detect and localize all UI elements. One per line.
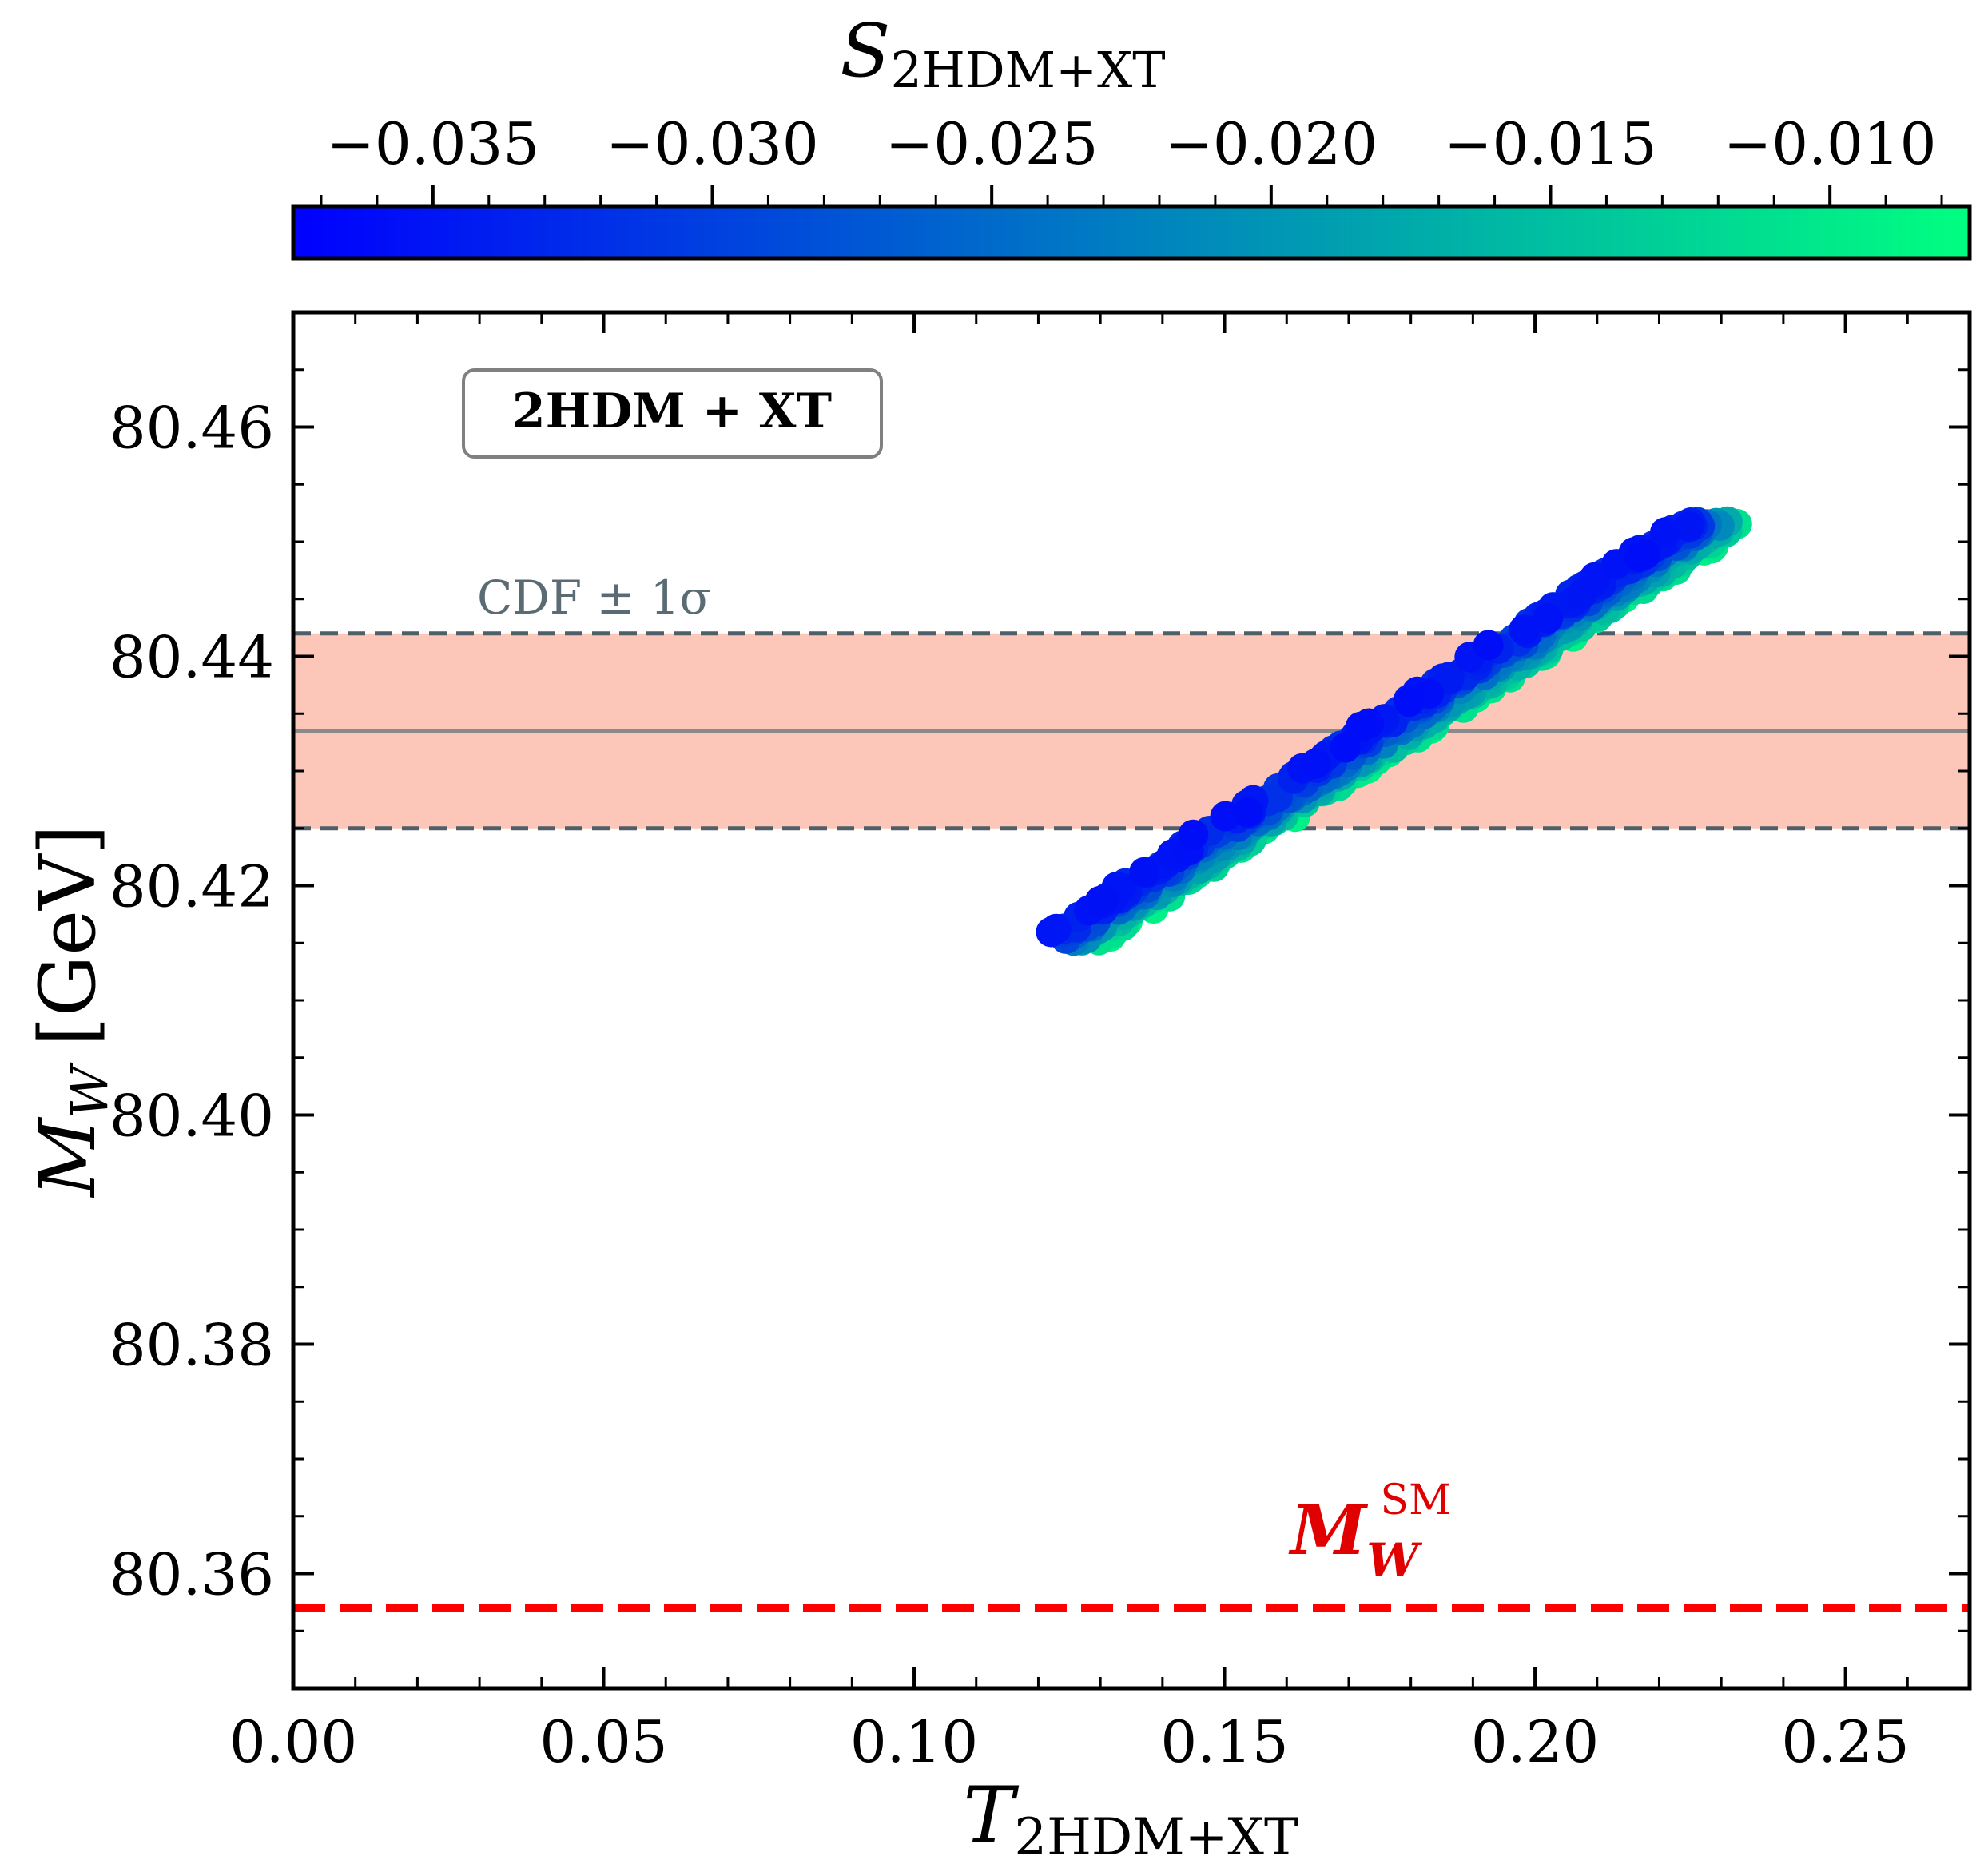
y-tick-label: 80.44 — [109, 624, 274, 691]
y-axis-label: MW[GeV] — [23, 825, 120, 1198]
model-annotation-text: 2HDM + XT — [512, 384, 832, 439]
scatter-point — [1232, 797, 1263, 828]
x-tick-label: 0.20 — [1471, 1708, 1599, 1775]
colorbar: −0.035 −0.030 −0.025 −0.020 −0.015 −0.010 S2H… — [291, 8, 1972, 261]
colorbar-ticks: −0.035 −0.030 −0.025 −0.020 −0.015 −0.010 — [320, 110, 1943, 206]
scatter-point — [1624, 542, 1655, 573]
scatter-point — [1040, 913, 1072, 944]
colorbar-tick-label: −0.025 — [885, 110, 1098, 177]
x-tick-label: 0.25 — [1781, 1708, 1909, 1775]
cdf-band-group — [293, 506, 1970, 1612]
scatter-point — [1509, 614, 1540, 646]
scatter-point — [1394, 686, 1425, 717]
scatter-point — [1673, 511, 1704, 542]
x-tick-label: 0.05 — [539, 1708, 667, 1775]
scatter-point — [1129, 857, 1160, 888]
scatter-points — [1036, 506, 1752, 956]
y-tick-label: 80.38 — [109, 1312, 274, 1379]
x-axis-ticks: 0.00 0.05 0.10 0.15 0.20 0.25 — [229, 312, 1910, 1775]
y-tick-label: 80.40 — [109, 1083, 274, 1150]
colorbar-tick-label: −0.020 — [1165, 110, 1378, 177]
cdf-band-label: CDF ± 1σ — [477, 570, 711, 625]
scatter-point — [1088, 885, 1119, 916]
colorbar-tick-label: −0.015 — [1444, 110, 1656, 177]
x-tick-label: 0.00 — [229, 1708, 357, 1775]
model-annotation: 2HDM + XT — [462, 368, 883, 459]
y-axis-ticks: 80.36 80.38 80.40 80.42 80.44 80.46 — [109, 368, 1970, 1690]
scatter-point — [1650, 517, 1680, 548]
scatter-point — [1330, 732, 1361, 763]
colorbar-tick-label: −0.010 — [1724, 110, 1936, 177]
colorbar-gradient — [291, 204, 1972, 261]
scatter-point — [1473, 630, 1504, 661]
sm-label: MWSM — [1288, 1477, 1451, 1588]
scatter-point — [1210, 801, 1241, 832]
x-tick-label: 0.10 — [850, 1708, 978, 1775]
colorbar-tick-label: −0.030 — [606, 110, 818, 177]
x-axis-label: T2HDM+XT — [963, 1771, 1298, 1867]
x-tick-label: 0.15 — [1160, 1708, 1288, 1775]
colorbar-label: S2HDM+XT — [840, 8, 1165, 99]
y-tick-label: 80.42 — [109, 853, 274, 920]
scatter-point — [1433, 662, 1465, 693]
scatter-point — [1533, 602, 1564, 634]
colorbar-tick-label: −0.035 — [327, 110, 539, 177]
scatter-point — [1300, 748, 1331, 779]
y-tick-label: 80.36 — [109, 1541, 274, 1608]
y-tick-label: 80.46 — [109, 395, 274, 462]
scatter-point — [1178, 819, 1209, 850]
scatter-point — [1579, 565, 1610, 596]
